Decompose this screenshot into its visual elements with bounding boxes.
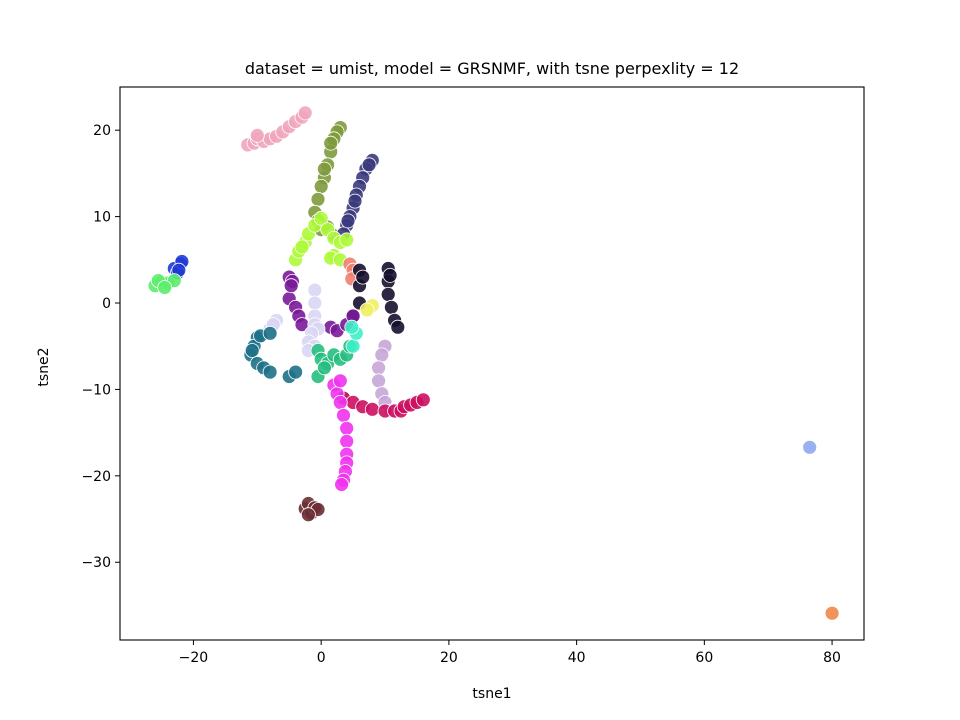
x-tick-label: −20 [179,650,209,666]
y-tick-label: −20 [81,469,111,485]
data-point [364,401,380,417]
data-point [262,364,278,380]
data-point [339,420,355,436]
x-tick-label: 0 [317,650,326,666]
data-point [355,269,371,285]
data-point [824,605,840,621]
y-tick-label: −10 [81,382,111,398]
data-point [340,213,356,229]
data-point [300,507,316,523]
data-point [371,360,387,376]
data-point [316,161,332,177]
data-point [307,282,323,298]
data-point [313,178,329,194]
data-point [339,433,355,449]
data-point [390,319,406,335]
data-point [313,210,329,226]
data-point [802,439,818,455]
x-axis-label: tsne1 [472,686,511,702]
data-point [383,299,399,315]
data-point [371,373,387,389]
y-tick-label: 0 [102,296,111,312]
data-point [157,280,173,295]
data-point [283,278,299,294]
data-point [332,394,348,410]
data-point [347,193,363,209]
y-tick-label: 10 [93,210,111,226]
x-tick-label: 80 [823,650,841,666]
chart-title: dataset = umist, model = GRSNMF, with ts… [245,59,739,78]
data-point [380,286,396,302]
y-tick-label: −30 [81,555,111,571]
data-point [415,392,431,408]
points-layer [147,105,840,621]
data-point [332,373,348,389]
y-axis-ticks: −30 −20 −10 0 10 20 [81,123,120,571]
data-point [382,267,398,283]
data-point [262,325,278,341]
data-point [244,343,260,358]
x-tick-label: 60 [695,650,713,666]
data-point [310,191,326,207]
data-point [334,477,350,492]
y-tick-label: 20 [93,123,111,139]
data-point [297,105,313,121]
data-point [339,232,355,248]
data-point [359,302,375,318]
data-point [307,295,323,311]
plot-frame [119,86,865,641]
data-point [344,319,360,335]
y-axis-label: tsne2 [36,347,52,386]
data-point [345,338,361,354]
data-point [336,407,351,423]
x-tick-label: 20 [440,650,458,666]
data-point [361,157,377,173]
x-tick-label: 40 [568,650,586,666]
data-point [294,239,310,255]
data-point [374,347,390,363]
data-point [323,135,339,151]
x-axis-ticks: −20 0 20 40 60 80 [179,640,841,666]
data-point [249,127,265,143]
data-point [316,360,332,376]
data-point [288,364,304,380]
